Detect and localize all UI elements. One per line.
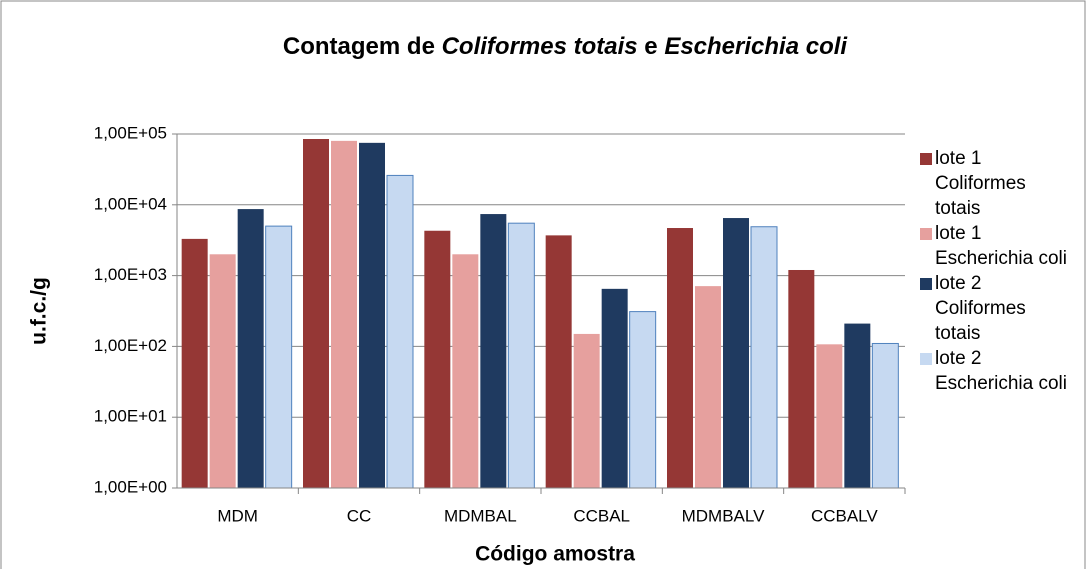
legend-swatch: [920, 353, 932, 365]
legend-label: lote 2 Coliformes totais: [935, 273, 1026, 344]
y-tick-label: 1,00E+00: [94, 477, 167, 496]
legend-label: lote 1 Coliformes totais: [935, 148, 1026, 219]
bar: [237, 209, 264, 488]
bar: [265, 225, 293, 489]
bar: [750, 226, 778, 489]
x-axis-label: Código amostra: [475, 543, 635, 566]
bar: [695, 286, 721, 488]
legend-swatch: [920, 153, 932, 165]
bar: [573, 333, 600, 488]
bar: [331, 140, 357, 489]
bar: [545, 235, 572, 488]
bar: [303, 138, 329, 489]
legend-label: lote 1 Escherichia coli: [935, 223, 1067, 269]
title-part: Contagem de: [283, 33, 442, 60]
bar: [480, 214, 507, 488]
x-tick-label: MDMBALV: [682, 506, 765, 525]
legend-swatch: [920, 228, 932, 240]
legend: lote 1 Coliformes totais lote 1 Escherich…: [920, 146, 1070, 396]
bar: [601, 288, 628, 488]
y-tick-label: 1,00E+03: [94, 265, 167, 284]
y-axis-label: u.f.c./g: [28, 277, 51, 345]
legend-label: lote 2 Escherichia coli: [935, 348, 1067, 394]
title-part: Escherichia coli: [664, 33, 848, 60]
legend-entry: lote 1 Coliformes totais: [920, 146, 1070, 221]
title-part: e: [638, 33, 665, 60]
bar: [386, 174, 414, 489]
y-tick-label: 1,00E+01: [94, 407, 167, 426]
bar: [359, 142, 385, 489]
bar: [452, 254, 479, 488]
y-tick-label: 1,00E+05: [94, 123, 167, 142]
bar: [871, 342, 899, 489]
bar: [844, 323, 871, 488]
x-tick-label: CCBALV: [811, 506, 878, 525]
bar: [723, 218, 749, 489]
x-tick-label: CC: [347, 506, 372, 525]
title-part: Coliformes totais: [442, 33, 638, 60]
y-tick-label: 1,00E+04: [94, 194, 167, 213]
bar: [816, 344, 843, 488]
y-tick-label: 1,00E+02: [94, 336, 167, 355]
x-tick-label: MDMBAL: [444, 506, 517, 525]
bar: [629, 311, 657, 489]
bar: [424, 230, 451, 488]
legend-entry: lote 1 Escherichia coli: [920, 221, 1070, 271]
bar: [507, 222, 535, 489]
chart-title: Contagem de Coliformes totais e Escheric…: [283, 33, 848, 60]
bar: [788, 269, 815, 488]
legend-entry: lote 2 Escherichia coli: [920, 346, 1070, 396]
bar: [181, 238, 208, 488]
bar: [667, 228, 693, 488]
x-tick-label: CCBAL: [573, 506, 630, 525]
x-tick-label: MDM: [217, 506, 258, 525]
legend-entry: lote 2 Coliformes totais: [920, 271, 1070, 346]
legend-swatch: [920, 278, 932, 290]
bar: [209, 254, 236, 488]
